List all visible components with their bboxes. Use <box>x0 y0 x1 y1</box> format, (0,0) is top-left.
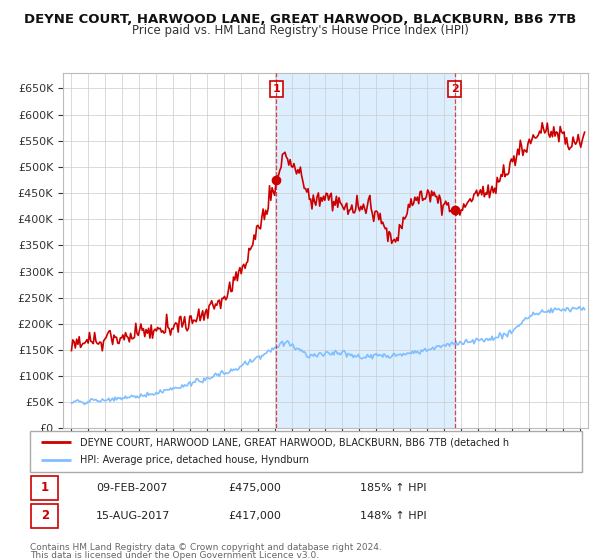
Text: DEYNE COURT, HARWOOD LANE, GREAT HARWOOD, BLACKBURN, BB6 7TB (detached h: DEYNE COURT, HARWOOD LANE, GREAT HARWOOD… <box>80 437 509 447</box>
Text: 185% ↑ HPI: 185% ↑ HPI <box>360 483 427 493</box>
Text: 148% ↑ HPI: 148% ↑ HPI <box>360 511 427 521</box>
Text: DEYNE COURT, HARWOOD LANE, GREAT HARWOOD, BLACKBURN, BB6 7TB: DEYNE COURT, HARWOOD LANE, GREAT HARWOOD… <box>24 13 576 26</box>
Text: £417,000: £417,000 <box>228 511 281 521</box>
Text: 1: 1 <box>272 84 280 94</box>
Text: 15-AUG-2017: 15-AUG-2017 <box>96 511 170 521</box>
Text: HPI: Average price, detached house, Hyndburn: HPI: Average price, detached house, Hynd… <box>80 455 308 465</box>
Text: 2: 2 <box>451 84 458 94</box>
Text: Price paid vs. HM Land Registry's House Price Index (HPI): Price paid vs. HM Land Registry's House … <box>131 24 469 38</box>
Text: 09-FEB-2007: 09-FEB-2007 <box>96 483 167 493</box>
Text: 2: 2 <box>41 509 49 522</box>
Text: 1: 1 <box>41 481 49 494</box>
Bar <box>277 73 455 428</box>
Text: This data is licensed under the Open Government Licence v3.0.: This data is licensed under the Open Gov… <box>30 551 319 560</box>
Text: £475,000: £475,000 <box>228 483 281 493</box>
Text: Contains HM Land Registry data © Crown copyright and database right 2024.: Contains HM Land Registry data © Crown c… <box>30 543 382 552</box>
